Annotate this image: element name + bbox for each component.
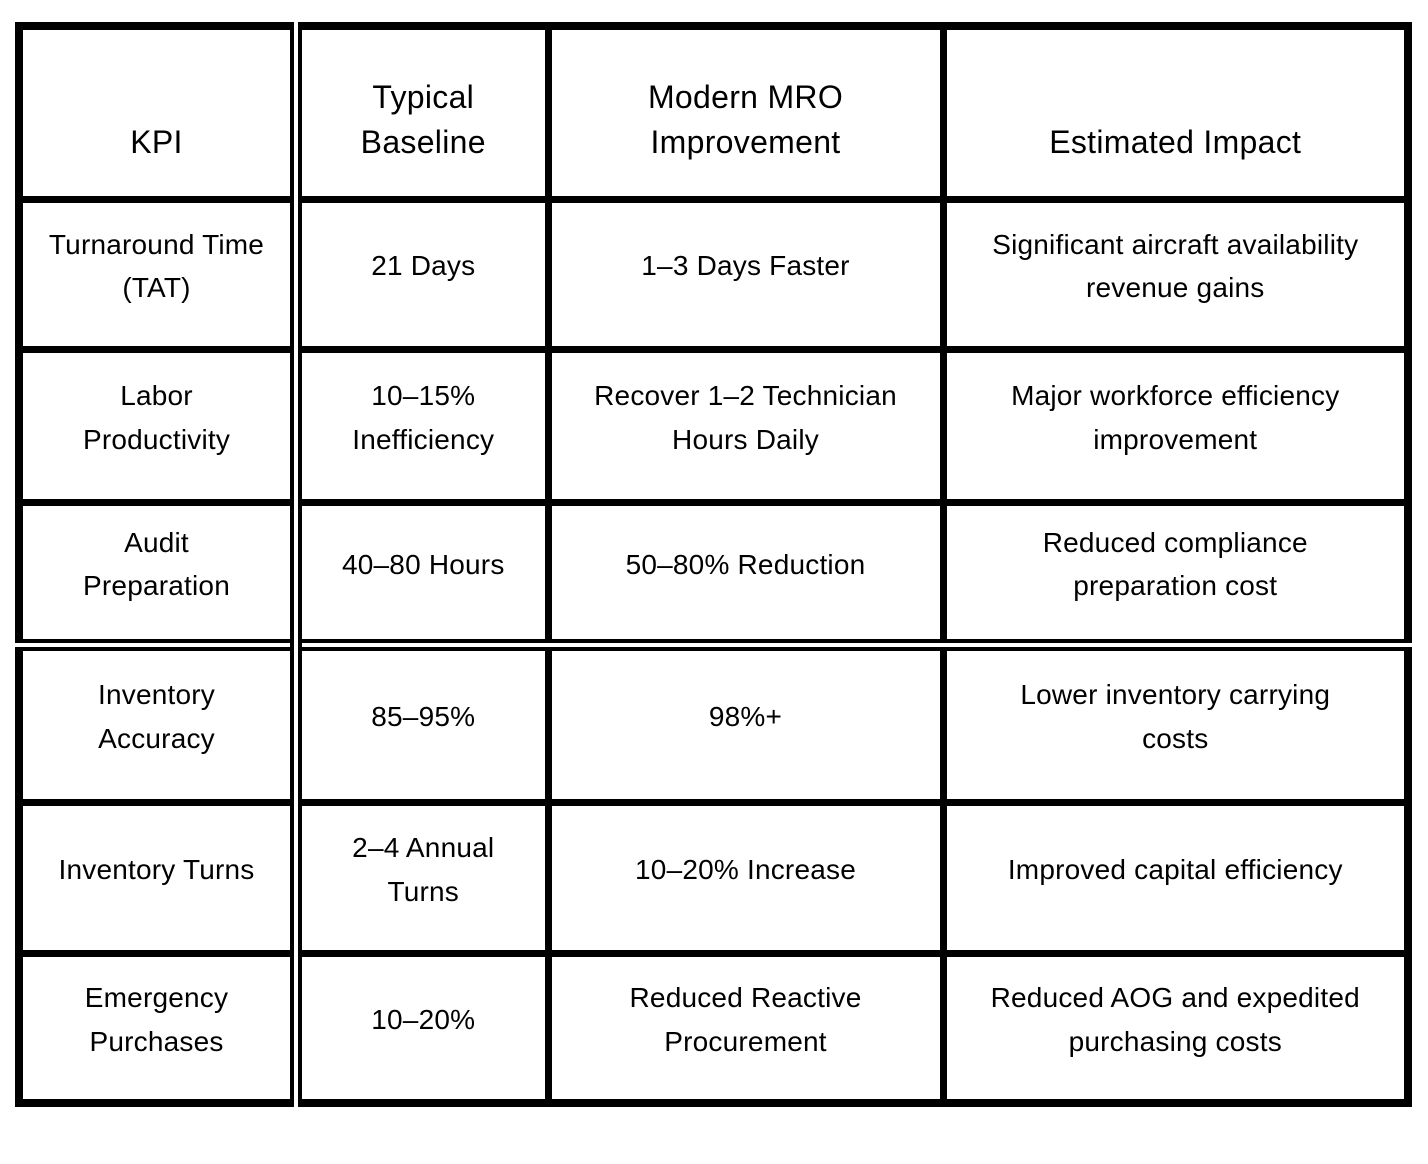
cell-typical-baseline: 2–4 Annual Turns (290, 798, 552, 957)
cell-modern-mro-improvement: Reduced Reactive Procurement (544, 949, 947, 1107)
cell-kpi: Emergency Purchases (15, 949, 300, 1107)
kpi-comparison-table: KPI Typical Baseline Modern MRO Improvem… (15, 22, 1412, 1107)
cell-modern-mro-improvement: 98%+ (544, 639, 947, 806)
cell-typical-baseline: 10–15% Inefficiency (290, 345, 552, 506)
cell-kpi: Labor Productivity (15, 345, 300, 506)
cell-kpi: Audit Preparation (15, 498, 300, 649)
cell-modern-mro-improvement: 1–3 Days Faster (544, 195, 947, 353)
cell-modern-mro-improvement: Recover 1–2 Technician Hours Daily (544, 345, 947, 506)
cell-typical-baseline: 85–95% (290, 639, 552, 806)
cell-typical-baseline: 40–80 Hours (290, 498, 552, 649)
cell-typical-baseline: 10–20% (290, 949, 552, 1107)
cell-estimated-impact: Major workforce efficiency improvement (939, 345, 1412, 506)
column-header-kpi: KPI (15, 22, 300, 203)
table-row-turnaround-time: Turnaround Time (TAT) 21 Days 1–3 Days F… (15, 195, 1412, 353)
table-row-audit-preparation: Audit Preparation 40–80 Hours 50–80% Red… (15, 498, 1412, 649)
cell-kpi: Inventory Accuracy (15, 639, 300, 806)
table-row-inventory-turns: Inventory Turns 2–4 Annual Turns 10–20% … (15, 798, 1412, 957)
table-row-inventory-accuracy: Inventory Accuracy 85–95% 98%+ Lower inv… (15, 639, 1412, 806)
column-header-modern-mro-improvement: Modern MRO Improvement (544, 22, 947, 203)
cell-estimated-impact: Significant aircraft availability revenu… (939, 195, 1412, 353)
cell-estimated-impact: Reduced compliance preparation cost (939, 498, 1412, 649)
cell-modern-mro-improvement: 50–80% Reduction (544, 498, 947, 649)
cell-estimated-impact: Reduced AOG and expedited purchasing cos… (939, 949, 1412, 1107)
cell-estimated-impact: Lower inventory carrying costs (939, 639, 1412, 806)
column-header-typical-baseline: Typical Baseline (290, 22, 552, 203)
column-header-estimated-impact: Estimated Impact (939, 22, 1412, 203)
header-row: KPI Typical Baseline Modern MRO Improvem… (15, 22, 1412, 203)
cell-kpi: Turnaround Time (TAT) (15, 195, 300, 353)
cell-typical-baseline: 21 Days (290, 195, 552, 353)
cell-estimated-impact: Improved capital efficiency (939, 798, 1412, 957)
cell-kpi: Inventory Turns (15, 798, 300, 957)
table-row-emergency-purchases: Emergency Purchases 10–20% Reduced React… (15, 949, 1412, 1107)
table-row-labor-productivity: Labor Productivity 10–15% Inefficiency R… (15, 345, 1412, 506)
cell-modern-mro-improvement: 10–20% Increase (544, 798, 947, 957)
